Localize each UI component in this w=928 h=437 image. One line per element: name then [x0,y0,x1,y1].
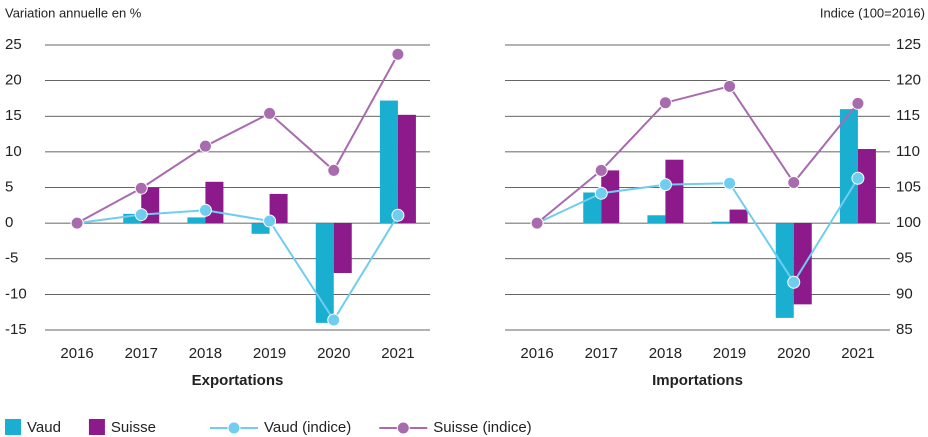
bar [123,213,142,224]
bar [397,114,416,224]
y-tick-label: 20 [5,72,22,89]
x-tick-label: 2016 [520,345,553,362]
legend-swatch [88,419,105,435]
y2-tick-label: 100 [896,214,921,231]
line-marker [594,186,608,200]
y-tick-label: 15 [5,107,22,124]
line-marker [327,313,341,327]
bar [251,223,270,234]
y2-tick-label: 125 [896,36,921,53]
line-marker [327,163,341,177]
line-marker [787,275,801,289]
x-tick-label: 2020 [777,345,810,362]
x-tick-label: 2019 [713,345,746,362]
y-axis-label: Variation annuelle en % [5,5,142,20]
line-marker [263,106,277,120]
bar [601,170,620,224]
y2-tick-label: 115 [896,107,920,124]
legend-label: Suisse [111,419,156,436]
line [76,53,399,225]
legend-marker [396,421,410,435]
y-tick-label: 0 [5,214,13,231]
line-marker [723,176,737,190]
y2-tick-label: 110 [896,143,920,160]
line-marker [594,163,608,177]
line-marker [787,176,801,190]
line [76,209,399,322]
line-marker [658,178,672,192]
bar [647,215,666,224]
bar [729,209,748,224]
legend-marker [227,421,241,435]
line-marker [198,139,212,153]
line [536,177,859,285]
panel-title: Importations [652,372,743,389]
legend-label: Suisse (indice) [433,419,531,436]
line-marker [530,216,544,230]
x-tick-label: 2021 [381,345,414,362]
line [536,85,859,224]
line-marker [391,208,405,222]
line-marker [134,208,148,222]
line-marker [70,216,84,230]
y-tick-label: 10 [5,143,22,160]
x-tick-label: 2018 [189,345,222,362]
x-tick-label: 2018 [649,345,682,362]
bar [793,223,812,305]
y-tick-label: -15 [5,321,27,338]
x-tick-label: 2019 [253,345,286,362]
legend-label: Vaud [27,419,61,436]
line-marker [658,96,672,110]
bar [205,181,224,224]
y2-tick-label: 85 [896,321,913,338]
x-tick-label: 2021 [841,345,874,362]
line-marker [851,171,865,185]
legend-label: Vaud (indice) [264,419,351,436]
line-marker [263,214,277,228]
x-tick-label: 2017 [585,345,618,362]
bar [857,149,876,224]
y2-tick-label: 120 [896,72,921,89]
line-marker [723,79,737,93]
x-tick-label: 2020 [317,345,350,362]
bar [775,223,794,318]
x-tick-label: 2016 [60,345,93,362]
y-tick-label: -5 [5,250,18,267]
bar [333,223,352,273]
y2-axis-label: Indice (100=2016) [820,5,925,20]
bar [665,159,684,224]
bar [839,109,858,224]
bar [379,100,398,224]
line-marker [391,47,405,61]
line-marker [134,181,148,195]
y-tick-label: 5 [5,178,13,195]
y2-tick-label: 105 [896,178,921,195]
bar [187,217,206,224]
panel-title: Exportations [192,372,284,389]
y2-tick-label: 95 [896,250,913,267]
legend-swatch [5,419,21,435]
bar [269,193,288,224]
y-tick-label: -10 [5,285,27,302]
x-tick-label: 2017 [125,345,158,362]
line-marker [198,203,212,217]
y-tick-label: 25 [5,36,22,53]
line-marker [851,96,865,110]
y2-tick-label: 90 [896,285,913,302]
bar [711,221,730,224]
